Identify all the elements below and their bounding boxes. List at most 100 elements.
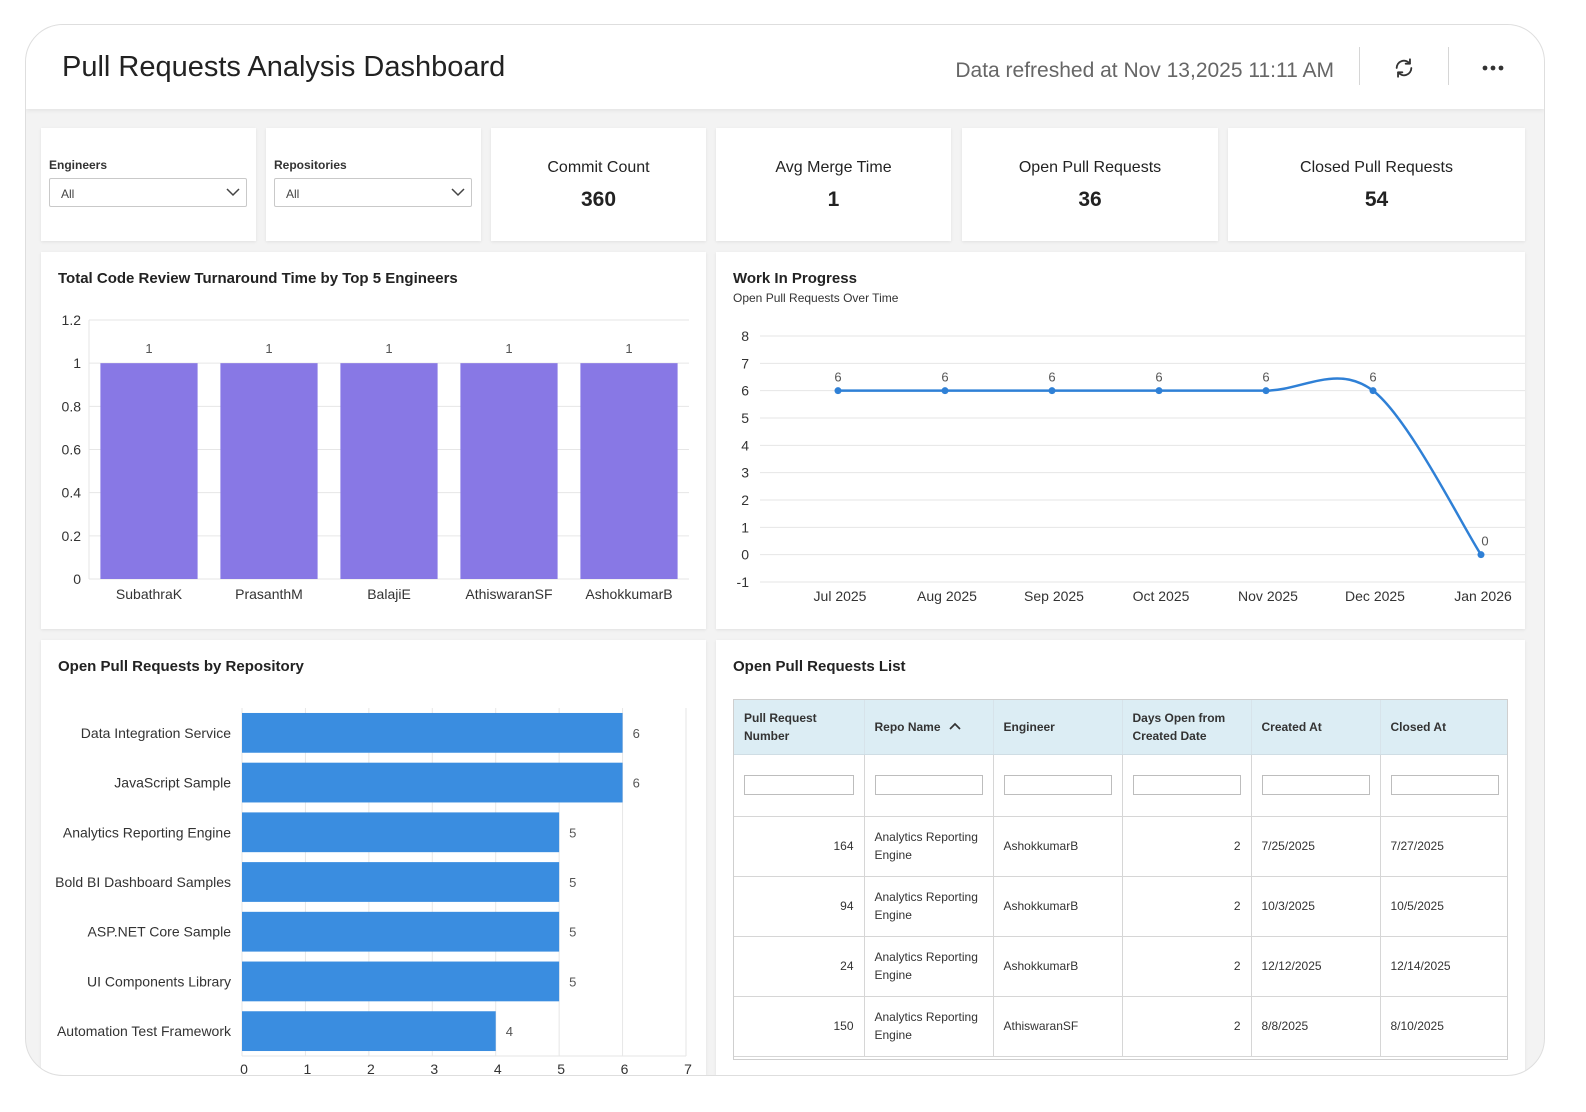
bar [340,363,438,579]
repository-chart-card: Open Pull Requests by Repository 0 1 2 3 4 5 6… [41,640,706,1075]
table-row[interactable]: 24 Analytics Reporting Engine Ashokkumar… [734,936,1507,997]
filter-cell [993,754,1123,817]
filter-label: Repositories [274,158,347,172]
cell-days-open: 2 [1122,876,1252,937]
y-tick-label: 5 [741,410,749,426]
x-tick-label: Nov 2025 [1238,588,1298,604]
column-header-engineer[interactable]: Engineer [993,700,1123,755]
kpi-value: 1 [827,188,840,211]
cell-engineer: AshokkumarB [993,936,1123,997]
column-header-label: Engineer [1003,719,1055,734]
column-header-created-at[interactable]: Created At [1251,700,1381,755]
y-tick-label: 0.4 [62,485,82,501]
dashboard-header: Pull Requests Analysis Dashboard Data re… [26,25,1544,109]
x-tick-label: 1 [304,1061,312,1075]
data-label: 6 [633,776,640,791]
y-tick-label: 4 [741,437,749,453]
column-header-days-open[interactable]: Days Open from Created Date [1122,700,1252,755]
bar [580,363,678,579]
data-label: 6 [1155,370,1162,385]
select-value: All [61,187,75,201]
x-tick-label: Dec 2025 [1345,588,1405,604]
y-tick-label: 6 [741,383,749,399]
cell-pr-number: 164 [734,816,865,877]
header-divider [1359,47,1360,85]
filter-label: Engineers [49,158,108,172]
data-label: 1 [625,341,632,356]
data-label: 6 [834,370,841,385]
y-tick-label: -1 [737,574,750,590]
y-tick-label: 0 [741,547,749,563]
column-header-closed-at[interactable]: Closed At [1380,700,1507,755]
filter-cell [1251,754,1381,817]
kpi-open-pull-requests: Open Pull Requests 36 [962,128,1218,241]
x-tick-label: AshokkumarB [585,586,672,602]
chart-title: Total Code Review Turnaround Time by Top… [58,270,458,287]
closed-at-filter-input[interactable] [1390,775,1499,795]
select-value: All [286,187,300,201]
cell-closed-at: 7/27/2025 [1380,816,1507,877]
bar [242,911,560,952]
cell-pr-number: 24 [734,936,865,997]
kpi-commit-count: Commit Count 360 [491,128,706,241]
repository-bar-chart: 0 1 2 3 4 5 6 7 6 Data Integration Service 6 JavaSc… [55,708,692,1075]
y-tick-label: Analytics Reporting Engine [63,824,231,840]
cell-repo-name: Analytics Reporting Engine [864,876,994,937]
kpi-title: Avg Merge Time [775,159,892,176]
kpi-title: Open Pull Requests [1018,159,1162,176]
table-row[interactable]: 164 Analytics Reporting Engine Ashokkuma… [734,816,1507,877]
cell-repo-name: Analytics Reporting Engine [864,996,994,1057]
table-row[interactable]: 150 Analytics Reporting Engine Athiswara… [734,996,1507,1057]
wip-line-chart: -1 0 1 2 3 4 5 6 7 8 6 Jul 2025 6 Aug 2025 6 Sep 2025 6 O… [737,328,1525,604]
y-tick-label: 1.2 [62,312,82,328]
cell-days-open: 2 [1122,996,1252,1057]
table-header-row: Pull Request Number Repo Name Engineer D… [734,700,1507,755]
filter-cell [734,754,865,817]
repo-name-filter-input[interactable] [874,775,983,795]
cell-days-open: 2 [1122,816,1252,877]
x-tick-label: Jan 2026 [1454,588,1512,604]
y-tick-label: 0.2 [62,528,82,544]
chevron-up-icon [949,722,961,730]
kpi-closed-pull-requests: Closed Pull Requests 54 [1228,128,1525,241]
data-label: 6 [1262,370,1269,385]
filter-cell [864,754,994,817]
kpi-avg-merge-time: Avg Merge Time 1 [716,128,951,241]
kpi-title: Closed Pull Requests [1300,159,1453,176]
engineers-select[interactable]: All [49,178,247,207]
cell-closed-at: 10/5/2025 [1380,876,1507,937]
column-header-pr-number[interactable]: Pull Request Number [734,700,865,755]
y-tick-label: 0.8 [62,398,82,414]
days-open-filter-input[interactable] [1132,775,1241,795]
column-header-repo-name[interactable]: Repo Name [864,700,994,755]
cell-created-at: 12/12/2025 [1251,936,1381,997]
engineer-filter-input[interactable] [1003,775,1112,795]
data-label: 6 [941,370,948,385]
column-header-label: Repo Name [874,719,941,734]
table-row[interactable]: 94 Analytics Reporting Engine Ashokkumar… [734,876,1507,937]
bar [242,762,623,803]
y-tick-label: 7 [741,355,749,371]
x-tick-label: 4 [494,1061,502,1075]
bar [242,862,560,902]
bar [242,961,560,1002]
y-tick-label: ASP.NET Core Sample [88,924,232,940]
x-tick-label: Oct 2025 [1133,588,1190,604]
column-header-label: Closed At [1390,719,1447,734]
data-label: 6 [1369,370,1376,385]
data-label: 1 [145,341,152,356]
refresh-button[interactable] [1387,51,1421,85]
created-at-filter-input[interactable] [1261,775,1370,795]
data-point [834,387,842,395]
data-point [1369,387,1377,395]
data-point [1477,551,1485,559]
chart-title: Work In Progress [733,270,857,287]
filter-cell [1380,754,1507,817]
data-point [941,387,949,395]
more-options-button[interactable] [1476,51,1510,85]
table-title: Open Pull Requests List [733,658,906,675]
x-tick-label: BalajiE [367,586,411,602]
x-tick-label: 0 [240,1061,248,1075]
pr-number-filter-input[interactable] [744,775,854,795]
repositories-select[interactable]: All [274,178,472,207]
